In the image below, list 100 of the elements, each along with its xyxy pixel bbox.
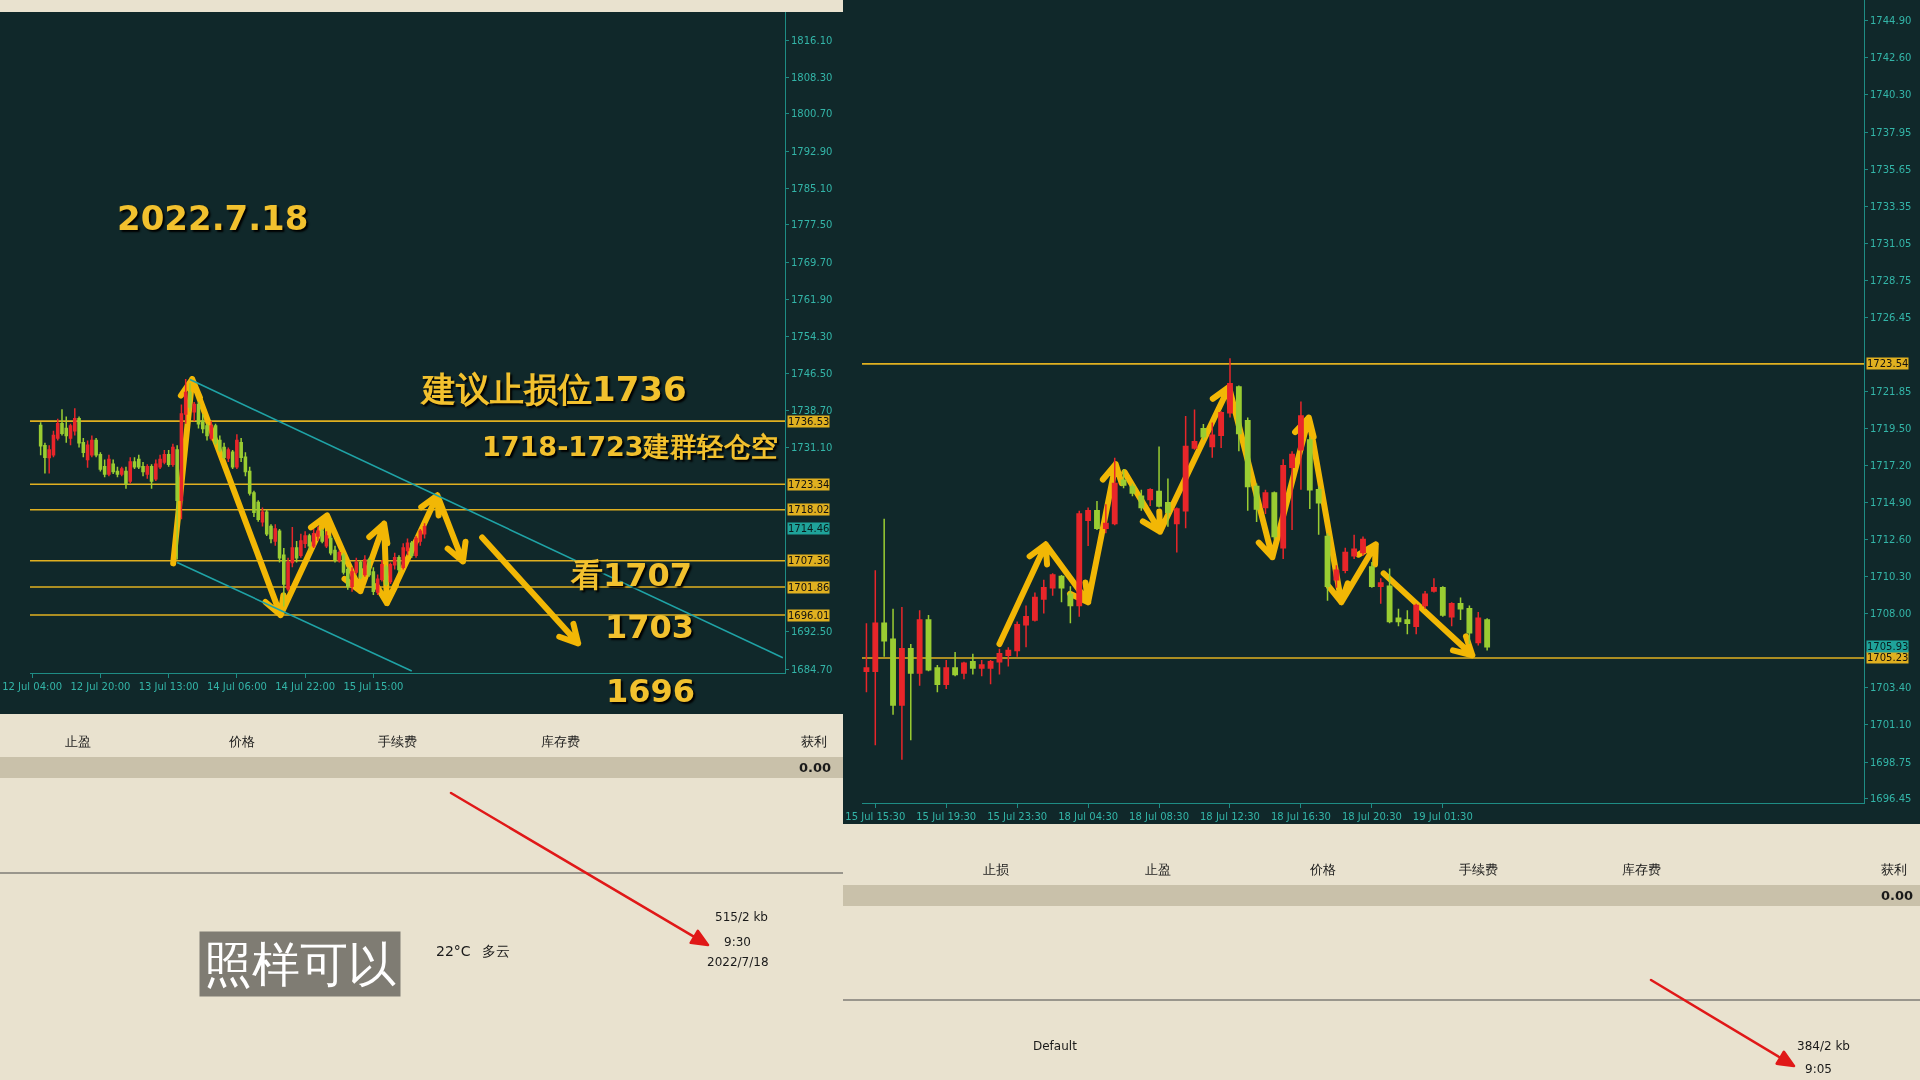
candlestick [969,652,976,676]
x-tick-label: 12 Jul 04:00 [2,681,63,692]
y-tick-label: 1733.35 [1870,200,1912,212]
candlestick [1298,400,1304,491]
candlestick [1271,490,1278,541]
candlestick [1475,611,1482,647]
candlestick [1023,604,1029,648]
candlestick [1466,604,1473,645]
candlestick [337,549,342,564]
candlestick [1368,561,1375,589]
y-tick-label: 1701.10 [1870,718,1912,730]
y-tick-label: 1719.50 [1870,423,1912,435]
text: 止盈 [1145,862,1171,877]
y-tick-label: 1792.90 [791,145,833,157]
text: 手续费 [1459,862,1498,877]
text: 9:30 [724,935,751,949]
candlestick [209,420,214,442]
y-tick-label: 1742.60 [1870,52,1912,64]
candlestick [107,453,111,478]
candlestick [119,465,124,478]
text: Default [1033,1039,1078,1053]
annotation: 1718-1723建群轻仓空 [482,431,779,462]
text: 2022/7/18 [707,955,769,969]
x-tick-label: 18 Jul 20:30 [1341,811,1402,822]
ref-line-label: 1707.36 [788,555,830,566]
text: 22°C [436,943,471,959]
candlestick [872,569,879,746]
ref-line-label: 1705.23 [1867,652,1909,663]
candlestick [1138,489,1145,512]
candlestick [952,651,959,677]
candlestick [145,463,150,480]
text: 9:05 [1805,1062,1832,1076]
candlestick [1111,456,1118,526]
candlestick [1067,585,1074,624]
candlestick [1431,577,1437,594]
x-tick-label: 15 Jul 15:30 [845,811,906,822]
candlestick [1457,596,1464,621]
candlestick [1102,503,1109,534]
text: 库存费 [1622,862,1661,877]
text: 515/2 kb [715,910,768,924]
ref-line-label: 1718.02 [788,504,830,515]
y-tick-label: 1816.10 [791,34,833,46]
y-tick-label: 1777.50 [791,219,833,231]
candlestick [1439,585,1446,618]
candlestick [978,659,985,677]
text: 1714.46 [788,523,830,534]
candlestick [111,458,115,475]
y-tick-label: 1692.50 [791,626,833,638]
candlestick [1147,487,1154,507]
y-tick-label: 1737.95 [1870,126,1912,138]
ref-line-label: 1723.34 [788,479,830,490]
candlestick [1049,572,1056,597]
candlestick [1120,468,1127,489]
y-tick-label: 1754.30 [791,330,833,342]
candlestick [943,659,950,690]
candlestick [192,401,197,422]
candlestick [1413,603,1420,636]
y-tick-label: 1696.45 [1870,793,1912,805]
candlestick [1014,620,1021,658]
annotation: 看1707 [570,556,693,594]
candlestick [1386,567,1393,624]
annotation: 1703 [605,608,695,646]
x-tick-label: 18 Jul 04:30 [1058,811,1119,822]
candlestick [881,517,888,658]
text: 手续费 [378,734,417,749]
y-tick-label: 1714.90 [1870,497,1912,509]
candlestick [384,564,388,588]
y-tick-label: 1684.70 [791,663,833,675]
y-tick-label: 1744.90 [1870,15,1912,27]
candlestick [260,506,265,528]
candlestick [961,660,967,681]
candlestick [1342,546,1349,575]
text: 库存费 [541,734,580,749]
y-tick-label: 1721.85 [1870,385,1912,397]
candlestick [175,444,179,561]
candlestick [907,643,914,742]
x-tick-label: 12 Jul 20:00 [70,681,131,692]
y-tick-label: 1808.30 [791,72,833,84]
candlestick [273,523,278,547]
y-tick-label: 1746.50 [791,367,833,379]
candlestick [401,542,406,571]
x-tick-label: 18 Jul 12:30 [1200,811,1260,822]
candlestick [188,382,192,413]
candlestick [154,458,158,482]
candlestick [1031,591,1038,623]
text: 价格 [228,734,255,749]
candlestick [294,540,299,564]
y-tick-label: 1731.05 [1870,237,1912,249]
candlestick [1218,410,1225,449]
y-tick-label: 1761.90 [791,294,833,306]
ref-line-label: 1701.86 [788,582,830,593]
x-tick-label: 18 Jul 08:30 [1129,811,1190,822]
candlestick [1227,357,1233,419]
text: 0.00 [799,760,832,775]
text: 照样可以 [204,936,396,992]
candlestick [1351,534,1358,560]
candlestick [1289,450,1295,531]
y-tick-label: 1740.30 [1870,89,1912,101]
x-tick-label: 14 Jul 06:00 [206,681,267,692]
text: 384/2 kb [1797,1039,1850,1053]
